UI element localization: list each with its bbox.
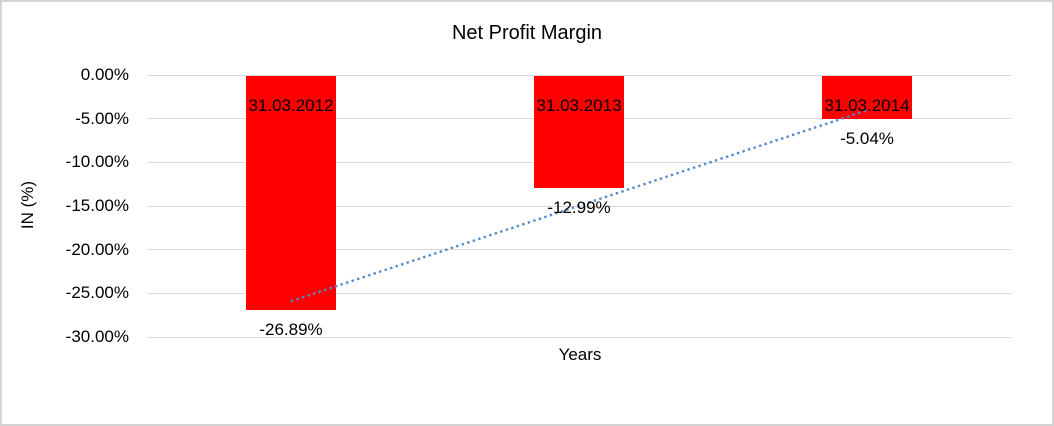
y-axis-tick-label: -20.00% (65, 239, 129, 259)
gridline (147, 336, 1011, 338)
bar (534, 76, 624, 189)
category-label: 31.03.2013 (536, 96, 622, 115)
y-axis-tick-label: 0.00% (80, 65, 129, 84)
category-label: 31.03.2014 (824, 96, 910, 115)
x-axis-title: Years (558, 345, 602, 364)
value-label: -26.89% (259, 319, 323, 339)
y-axis-tick-label: -5.00% (75, 108, 129, 128)
category-label: 31.03.2012 (248, 96, 334, 115)
y-axis-tick-label: -10.00% (65, 152, 129, 172)
value-label: -5.04% (840, 129, 894, 149)
chart-title: Net Profit Margin (451, 22, 603, 44)
gridline (147, 74, 1011, 76)
y-axis-tick-label: -15.00% (65, 196, 129, 215)
value-label: -12.99% (547, 198, 611, 218)
y-axis-tick-label: -30.00% (65, 327, 129, 346)
y-axis-tick-label: -25.00% (65, 283, 129, 303)
